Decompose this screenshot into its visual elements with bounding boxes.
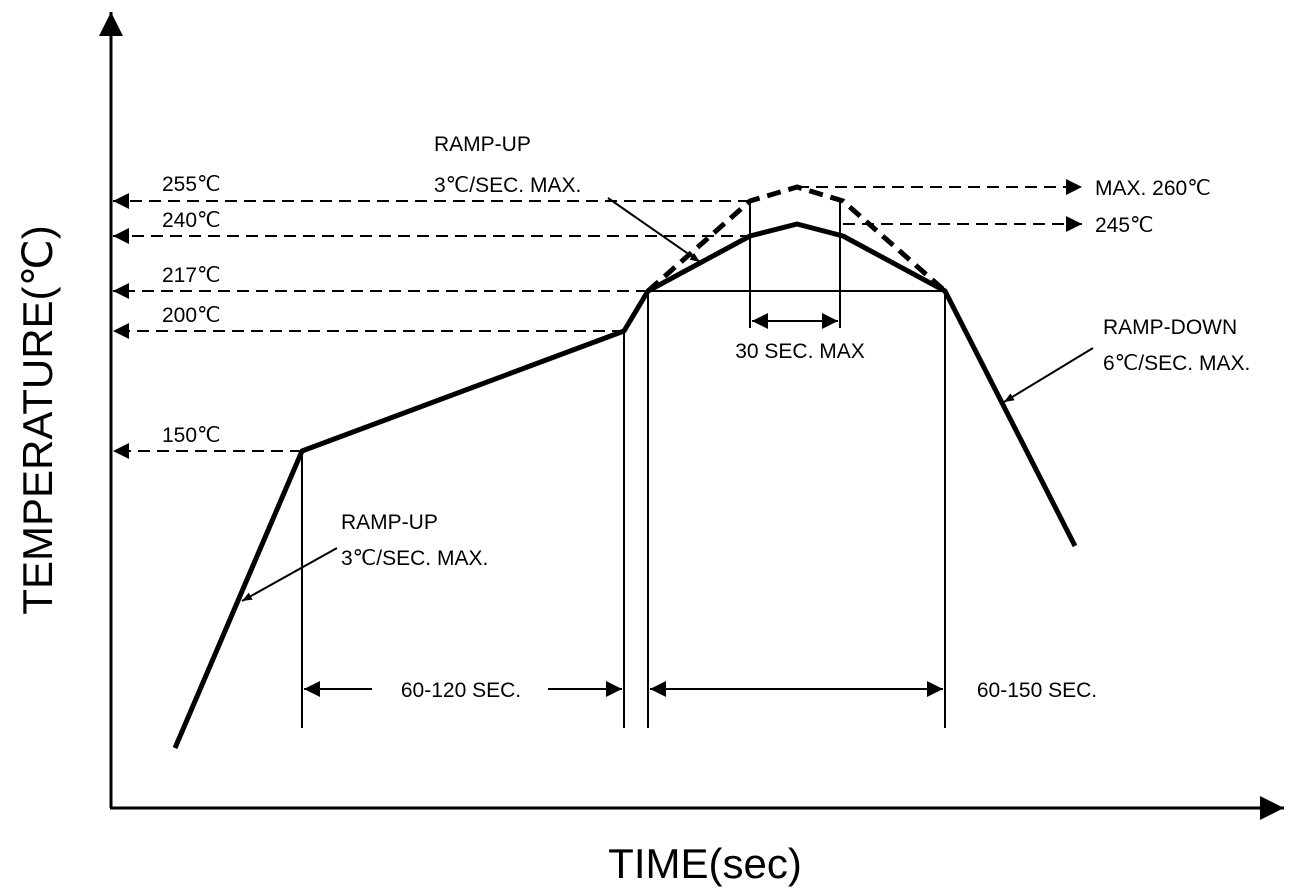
level-255-label: 255℃ — [162, 173, 221, 196]
ramp-up-top-label-1: RAMP-UP — [434, 133, 531, 156]
peak-target-label: 245℃ — [1095, 214, 1154, 237]
level-240-label: 240℃ — [162, 209, 221, 232]
level-150-label: 150℃ — [162, 424, 221, 447]
ramp-down-label-1: RAMP-DOWN — [1103, 316, 1237, 339]
ramp-up-top-label-2: 3℃/SEC. MAX. — [434, 174, 581, 197]
peak-window-label: 30 SEC. MAX — [735, 340, 865, 363]
level-217-label: 217℃ — [162, 264, 221, 287]
reflow-temperature-profile — [172, 221, 1078, 749]
max-temperature-profile — [646, 184, 947, 293]
ramp-down-pointer — [1003, 347, 1094, 403]
ramp-up-bottom-label-2: 3℃/SEC. MAX. — [341, 547, 488, 570]
y-axis-title: TEMPERATURE(℃) — [14, 225, 61, 614]
ramp-down-label-2: 6℃/SEC. MAX. — [1103, 352, 1250, 375]
peak-max-label: MAX. 260℃ — [1095, 177, 1211, 200]
ramp-up-top-pointer — [607, 197, 701, 263]
soak-window-label: 60-120 SEC. — [401, 679, 521, 702]
x-axis-title: TIME(sec) — [608, 840, 802, 887]
ramp-up-bottom-label-1: RAMP-UP — [341, 511, 438, 534]
level-200-label: 200℃ — [162, 304, 221, 327]
ramp-up-bottom-pointer — [241, 547, 338, 602]
liquidus-window-label: 60-150 SEC. — [977, 679, 1097, 702]
